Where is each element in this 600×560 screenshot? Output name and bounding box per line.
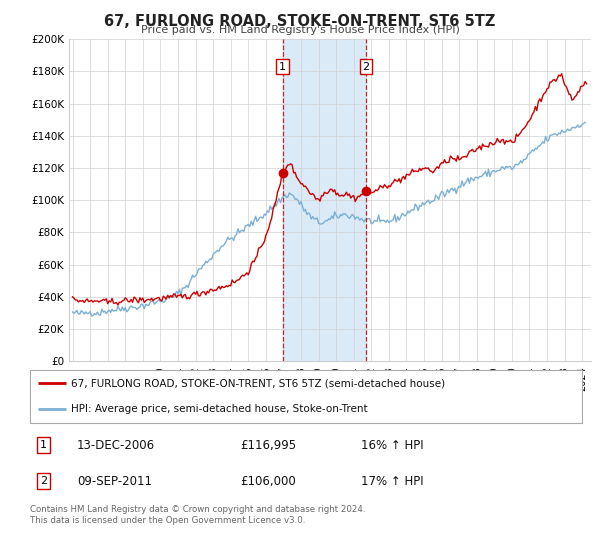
Text: Price paid vs. HM Land Registry's House Price Index (HPI): Price paid vs. HM Land Registry's House … <box>140 25 460 35</box>
Text: 09-SEP-2011: 09-SEP-2011 <box>77 475 152 488</box>
Text: 17% ↑ HPI: 17% ↑ HPI <box>361 475 424 488</box>
Text: £116,995: £116,995 <box>240 439 296 452</box>
Text: 1: 1 <box>279 62 286 72</box>
Text: 67, FURLONG ROAD, STOKE-ON-TRENT, ST6 5TZ (semi-detached house): 67, FURLONG ROAD, STOKE-ON-TRENT, ST6 5T… <box>71 379 446 389</box>
Text: 1: 1 <box>40 440 47 450</box>
Text: Contains HM Land Registry data © Crown copyright and database right 2024.
This d: Contains HM Land Registry data © Crown c… <box>30 505 365 525</box>
FancyBboxPatch shape <box>30 370 582 423</box>
Text: HPI: Average price, semi-detached house, Stoke-on-Trent: HPI: Average price, semi-detached house,… <box>71 404 368 414</box>
Text: 2: 2 <box>40 476 47 486</box>
Text: 2: 2 <box>362 62 370 72</box>
Bar <box>283 39 366 361</box>
Text: 67, FURLONG ROAD, STOKE-ON-TRENT, ST6 5TZ: 67, FURLONG ROAD, STOKE-ON-TRENT, ST6 5T… <box>104 14 496 29</box>
Text: £106,000: £106,000 <box>240 475 296 488</box>
Text: 13-DEC-2006: 13-DEC-2006 <box>77 439 155 452</box>
Text: 16% ↑ HPI: 16% ↑ HPI <box>361 439 424 452</box>
